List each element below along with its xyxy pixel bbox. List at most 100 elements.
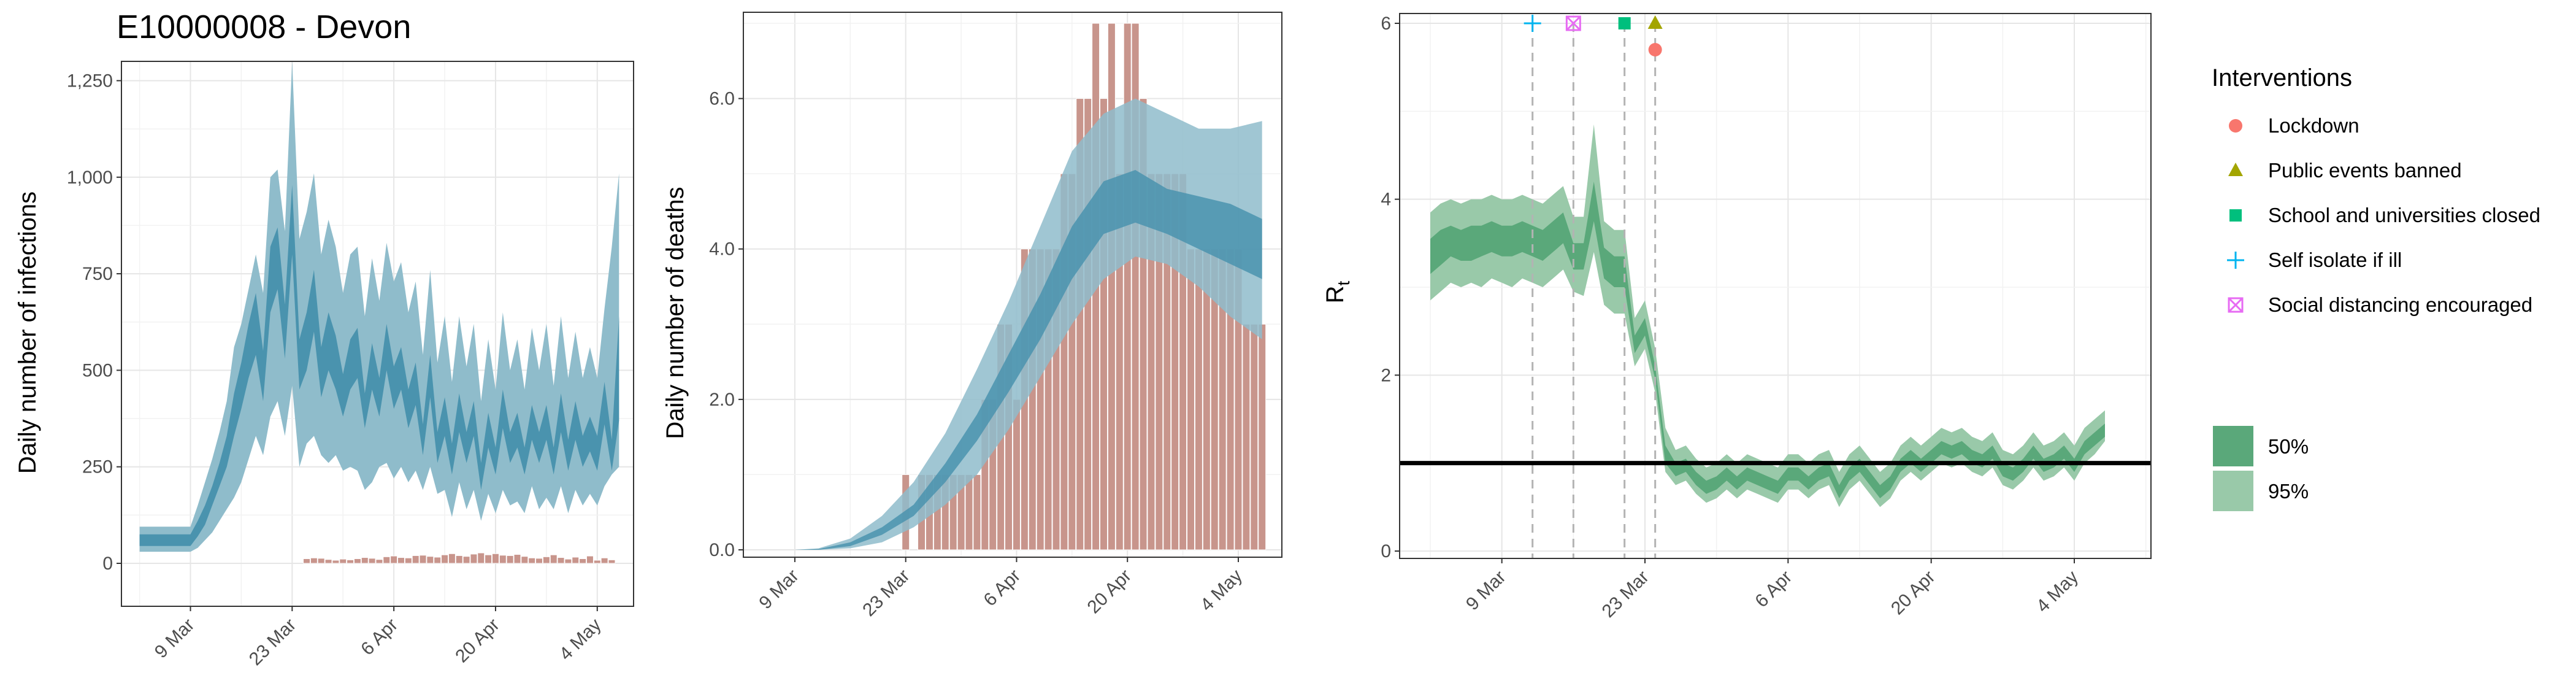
deaths-bar — [1242, 323, 1251, 550]
infections-bar — [324, 559, 332, 564]
legend-item-label: School and universities closed — [2268, 204, 2540, 226]
infections-bar — [499, 555, 507, 564]
intervention-marker — [1647, 15, 1663, 29]
legend-band-swatch — [2213, 426, 2253, 466]
y-tick-label: 750 — [82, 264, 113, 284]
rt-y-axis-label-main: R — [1322, 285, 1349, 303]
legend-bands: 50% 95% — [2213, 426, 2309, 511]
y-tick-label: 250 — [82, 457, 113, 477]
legend-marker — [2227, 252, 2244, 269]
y-tick-label: 6 — [1381, 14, 1391, 34]
infections-bar — [383, 556, 391, 564]
deaths-x-ticks: 9 Mar 23 Mar 6 Apr 20 Apr 4 May — [755, 557, 1246, 620]
infections-bar — [470, 554, 478, 564]
infections-bar — [564, 558, 572, 564]
square-marker — [1618, 17, 1631, 29]
infections-bar — [477, 552, 485, 564]
infections-bar — [600, 557, 608, 564]
deaths-bar — [1187, 249, 1195, 550]
y-tick-label: 2 — [1381, 365, 1391, 385]
infections-bars — [303, 552, 616, 564]
infections-bar — [347, 559, 355, 564]
infections-bar — [404, 557, 412, 564]
legend-item-label: Public events banned — [2268, 159, 2462, 182]
intervention-marker — [1524, 15, 1541, 32]
y-tick-label: 500 — [82, 360, 113, 380]
infections-bar — [455, 555, 463, 564]
infections-bar — [303, 558, 311, 564]
infections-x-ticks: 9 Mar 23 Mar 6 Apr 20 Apr 4 May — [151, 606, 605, 669]
infections-bar — [412, 555, 420, 564]
x-tick-label: 6 Apr — [357, 615, 402, 660]
intervention-markers — [1524, 15, 1663, 56]
rt-panel: Rt 0 2 4 6 9 Mar 23 Mar 6 Apr 20 Apr 4 May — [1322, 13, 2152, 622]
y-tick-label: 2.0 — [709, 390, 735, 410]
deaths-y-ticks: 0.0 2.0 4.0 6.0 — [709, 89, 743, 560]
infections-bar — [434, 557, 442, 564]
y-tick-label: 0 — [102, 554, 113, 574]
infections-bands — [139, 61, 619, 552]
legend-band-label: 95% — [2268, 480, 2309, 503]
infections-bar — [419, 555, 427, 564]
deaths-bar — [1250, 323, 1259, 550]
infections-bar — [608, 559, 616, 564]
deaths-bands — [794, 98, 1262, 550]
square-marker — [2229, 209, 2242, 222]
y-tick-label: 0 — [1381, 541, 1391, 561]
deaths-panel-border — [743, 12, 1282, 558]
rt-bands — [1430, 124, 2105, 507]
infections-bar — [448, 553, 456, 564]
intervention-marker — [1565, 15, 1581, 31]
infections-bar — [550, 554, 558, 564]
x-tick-label: 23 Mar — [245, 615, 300, 669]
infections-bar — [375, 559, 383, 564]
triangle-marker — [1647, 15, 1663, 29]
deaths-y-axis-label: Daily number of deaths — [662, 187, 689, 439]
deaths-panel: Daily number of deaths 0.0 2.0 4.0 6.0 9 Ma… — [662, 12, 1282, 620]
infections-bar — [397, 557, 405, 564]
y-tick-label: 6.0 — [709, 89, 735, 109]
deaths-bar — [1258, 323, 1267, 550]
legend: Interventions Lockdown Public events bann… — [2212, 64, 2540, 511]
legend-marker — [2228, 297, 2244, 313]
boxx-marker-box — [1565, 15, 1581, 31]
legend-item-label: Lockdown — [2268, 114, 2359, 137]
y-tick-label: 1,250 — [67, 71, 113, 91]
infections-bar — [572, 557, 580, 564]
y-tick-label: 0.0 — [709, 540, 735, 560]
infections-bar — [528, 557, 536, 564]
infections-y-ticks: 0 250 500 750 1,000 1,250 — [67, 71, 121, 574]
infections-bar — [491, 553, 499, 564]
rt-y-axis-label-subscript: t — [1334, 280, 1353, 285]
infections-bar — [557, 557, 565, 564]
x-tick-label: 4 May — [556, 615, 605, 665]
x-tick-label: 6 Apr — [980, 566, 1025, 611]
deaths-bar — [965, 474, 973, 550]
y-tick-label: 4.0 — [709, 239, 735, 260]
x-tick-label: 4 May — [2033, 567, 2082, 617]
infections-bar — [506, 555, 514, 564]
infections-bar — [462, 556, 470, 564]
x-tick-label: 9 Mar — [151, 615, 199, 663]
boxx-marker-diag2 — [1566, 15, 1581, 31]
infections-bar — [317, 558, 325, 564]
x-tick-label: 9 Mar — [755, 566, 803, 614]
x-tick-label: 9 Mar — [1462, 567, 1510, 615]
infections-bar — [521, 556, 529, 564]
triangle-marker — [2228, 163, 2243, 176]
chart-title: E10000008 - Devon — [117, 9, 411, 45]
rt-x-ticks: 9 Mar 23 Mar 6 Apr 20 Apr 4 May — [1462, 558, 2082, 622]
infections-bar — [513, 554, 521, 564]
deaths-bar — [1107, 23, 1116, 550]
infections-bar — [310, 557, 318, 564]
infections-bar — [339, 558, 347, 564]
deaths-bar — [973, 474, 981, 550]
infections-bar — [542, 556, 550, 564]
boxx-marker-diag2 — [2228, 297, 2244, 313]
infections-bar — [332, 560, 340, 564]
x-tick-label: 4 May — [1197, 566, 1246, 615]
infections-bar — [485, 554, 493, 564]
infections-bar — [586, 555, 594, 564]
intervention-marker — [1648, 43, 1662, 56]
